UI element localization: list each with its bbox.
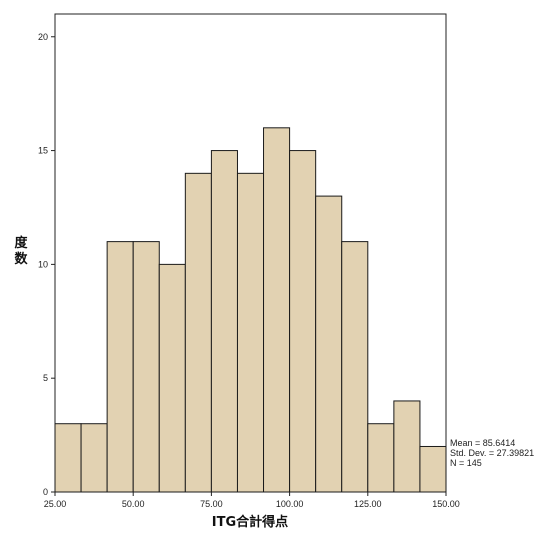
y-tick-label: 15 xyxy=(38,146,48,156)
histogram-bar-15 xyxy=(419,445,447,493)
x-tick-label: 100.00 xyxy=(276,499,304,509)
histogram-bar-2 xyxy=(80,423,108,493)
y-axis: 0 5 10 15 20 xyxy=(38,32,55,497)
y-tick-label: 5 xyxy=(43,373,48,383)
histogram-bar-7 xyxy=(210,150,238,493)
histogram-bar-13 xyxy=(367,423,395,493)
histogram-bar-3 xyxy=(106,241,134,493)
histogram-bar-4 xyxy=(132,241,160,493)
x-tick-label: 125.00 xyxy=(354,499,382,509)
histogram-bar-11 xyxy=(315,195,343,493)
histogram-bar-12 xyxy=(341,241,369,493)
x-axis: 25.00 50.00 75.00 100.00 125.00 150.00 xyxy=(44,492,460,509)
stats-line: Std. Dev. = 27.39821 xyxy=(450,448,534,458)
histogram-bar-8 xyxy=(236,172,265,493)
x-tick-label: 50.00 xyxy=(122,499,145,509)
bars-group xyxy=(54,127,447,493)
histogram-bar-6 xyxy=(184,172,212,493)
x-axis-title: ITG合計得点 xyxy=(212,514,288,530)
histogram-bar-9 xyxy=(263,127,291,493)
y-axis-title: 度数 xyxy=(14,235,28,267)
histogram-bar-1 xyxy=(54,423,82,493)
x-tick-label: 75.00 xyxy=(200,499,223,509)
y-tick-label: 0 xyxy=(43,487,48,497)
y-tick-label: 10 xyxy=(38,259,48,269)
stats-line: N = 145 xyxy=(450,458,482,468)
histogram-bar-14 xyxy=(393,400,421,493)
x-tick-label: 25.00 xyxy=(44,499,67,509)
y-tick-label: 20 xyxy=(38,32,48,42)
histogram-bar-5 xyxy=(158,263,186,493)
stats-line: Mean = 85.6414 xyxy=(450,438,515,448)
histogram-bar-10 xyxy=(289,150,317,493)
x-tick-label: 150.00 xyxy=(432,499,460,509)
